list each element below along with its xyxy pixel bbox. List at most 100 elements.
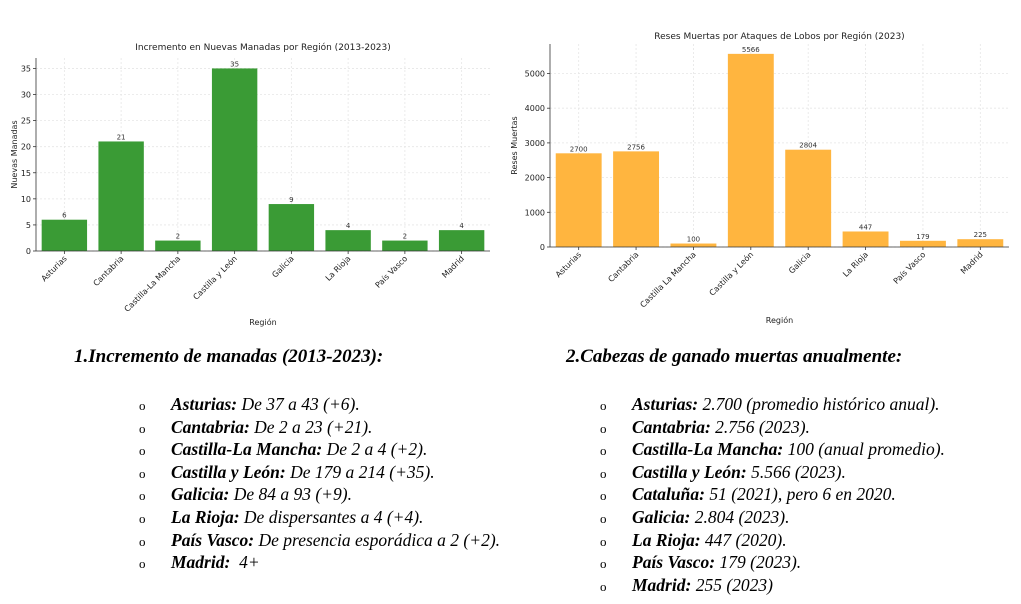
left-section-title: 1.Incremento de manadas (2013-2023):	[74, 346, 384, 367]
y-tick-label: 2000	[525, 174, 545, 183]
region-name: Cantabria:	[171, 416, 250, 437]
bar	[727, 53, 774, 247]
region-name: Asturias:	[632, 394, 699, 414]
bar-value-label: 100	[687, 236, 700, 244]
bar-value-label: 2756	[627, 143, 645, 151]
y-tick-label: 0	[26, 247, 31, 256]
region-name: Madrid:	[171, 552, 231, 573]
list-item: o La Rioja: De dispersantes a 4 (+4).	[139, 506, 500, 529]
bar	[98, 141, 144, 251]
x-tick-label: Castilla y León	[707, 249, 755, 297]
bar-value-label: 6	[62, 212, 67, 220]
bullet-icon: o	[139, 533, 146, 549]
region-value: 4+	[230, 552, 260, 573]
x-tick-label: Castilla La Mancha	[638, 250, 698, 310]
region-name: Cataluña:	[632, 484, 705, 505]
y-tick-label: 3000	[525, 139, 545, 148]
bullet-icon: o	[600, 533, 607, 549]
x-tick-label: La Rioja	[841, 250, 870, 279]
bullet-icon: o	[600, 556, 607, 572]
bullet-icon: o	[600, 465, 607, 481]
list-item: o Castilla-La Mancha: De 2 a 4 (+2).	[139, 438, 500, 461]
list-item: o Asturias: 2.700 (promedio histórico anu…	[600, 393, 945, 416]
chart-new-packs: 6 21 2 35 9 4 2 4 0 5 10 15 20 25 30 35 Asturias Cantabri…	[0, 36, 510, 336]
bar-value-label: 9	[289, 196, 293, 204]
region-value: 100 (anual promedio).	[783, 439, 945, 460]
chart-livestock-killed-svg: 2700 2756 100 5566 2804 447 179 225 0 1000 2000 300…	[510, 31, 1009, 325]
y-axis-label: Reses Muertas	[510, 116, 519, 174]
y-tick-label: 4000	[525, 104, 545, 113]
bullet-icon: o	[600, 398, 607, 413]
region-value: De 84 a 93 (+9).	[229, 484, 352, 505]
bar-value-label: 2	[176, 233, 180, 241]
y-tick-label: 25	[21, 117, 31, 126]
list-item: o Castilla y León: De 179 a 214 (+35).	[139, 461, 500, 484]
region-name: Castilla y León:	[632, 461, 747, 482]
list-item: o La Rioja: 447 (2020).	[600, 529, 945, 552]
region-name: Asturias:	[171, 394, 238, 414]
bar	[785, 149, 832, 247]
bar	[268, 204, 315, 251]
list-item: o País Vasco: De presencia esporádica a 2…	[139, 529, 500, 552]
x-tick-label: Asturias	[554, 250, 583, 279]
region-name: Cantabria:	[632, 416, 711, 437]
bar	[957, 239, 1004, 247]
list-item: o Madrid: 4+	[139, 551, 500, 574]
x-tick-label: Cantabria	[92, 254, 126, 288]
bar	[41, 219, 88, 251]
x-tick-label: País Vasco	[374, 254, 410, 290]
list-item: o Madrid: 255 (2023)	[600, 574, 945, 597]
y-tick-label: 10	[21, 195, 31, 204]
list-item: o Cantabria: 2.756 (2023).	[600, 416, 945, 439]
bars: 2700 2756 100 5566 2804 447 179 225	[555, 46, 1004, 247]
region-value: De 37 a 43 (+6).	[237, 394, 360, 414]
region-value: De 2 a 23 (+21).	[249, 416, 373, 437]
bar	[325, 230, 371, 251]
region-name: La Rioja:	[632, 529, 701, 550]
bar	[555, 153, 602, 247]
region-value: 447 (2020).	[700, 529, 787, 550]
bar	[842, 231, 889, 247]
right-section-title: 2.Cabezas de ganado muertas anualmente:	[566, 346, 903, 367]
region-name: Madrid:	[632, 574, 692, 595]
y-tick-label: 15	[21, 169, 31, 178]
bar	[899, 240, 946, 247]
y-tick-label: 35	[21, 64, 31, 73]
chart-title: Incremento en Nuevas Manadas por Región …	[135, 42, 391, 53]
x-tick-label: Galicia	[787, 250, 813, 276]
bar	[155, 240, 201, 251]
region-name: La Rioja:	[171, 506, 240, 527]
y-tick-label: 5000	[525, 69, 545, 78]
region-value: 2.700 (promedio histórico anual).	[698, 394, 940, 414]
y-tick-label: 5	[26, 221, 31, 230]
region-value: 2.804 (2023).	[690, 506, 790, 527]
list-item: o Galicia: 2.804 (2023).	[600, 506, 945, 529]
chart-livestock-killed: 2700 2756 100 5566 2804 447 179 225 0 1000 2000 300…	[505, 28, 1021, 333]
bar-value-label: 179	[916, 233, 929, 241]
x-tick-label: Galicia	[270, 254, 296, 280]
region-name: Galicia:	[171, 484, 230, 505]
bullet-icon: o	[139, 465, 146, 481]
bars: 6 21 2 35 9 4 2 4	[41, 60, 485, 251]
region-value: De 179 a 214 (+35).	[285, 461, 435, 482]
bar-value-label: 5566	[742, 46, 760, 54]
list-item: o Castilla-La Mancha: 100 (anual promedio…	[600, 438, 945, 461]
bullet-icon: o	[600, 420, 607, 436]
list-item: o Cataluña: 51 (2021), pero 6 en 2020.	[600, 483, 945, 506]
chart-title: Reses Muertas por Ataques de Lobos por R…	[654, 31, 904, 42]
region-name: Castilla y León:	[171, 461, 286, 482]
bar	[382, 240, 428, 251]
bar-value-label: 447	[859, 223, 872, 231]
bar	[211, 68, 258, 251]
bar-value-label: 2700	[570, 145, 588, 153]
bullet-icon: o	[600, 443, 607, 459]
list-item: o Asturias: De 37 a 43 (+6).	[139, 393, 500, 416]
x-tick-label: País Vasco	[892, 250, 928, 286]
x-axis-label: Región	[766, 315, 793, 325]
bar-value-label: 4	[459, 222, 464, 230]
x-tick-label: Asturias	[39, 254, 68, 283]
region-value: 179 (2023).	[715, 552, 802, 573]
y-tick-label: 1000	[525, 208, 545, 217]
bar-value-label: 21	[117, 133, 126, 141]
bar-value-label: 2804	[799, 142, 817, 150]
